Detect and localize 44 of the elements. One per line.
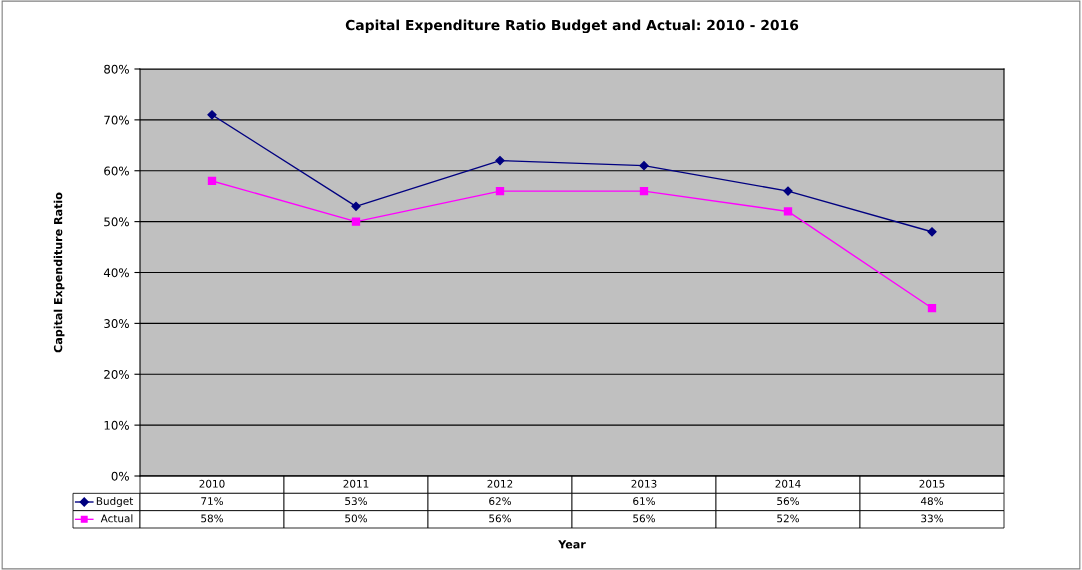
data-label: 48% (920, 497, 943, 506)
data-label: 56% (633, 514, 655, 523)
y-tick-label: 70% (104, 115, 129, 125)
y-tick-label: 60% (104, 166, 129, 176)
y-tick-label: 50% (104, 217, 129, 227)
y-tick-label: 20% (104, 369, 129, 379)
point (207, 176, 217, 186)
point (927, 303, 937, 313)
point (207, 110, 217, 120)
chart-title: Capital Expenditure Ratio Budget and Actual: 2010 - 2016 (345, 19, 799, 34)
point (495, 186, 505, 196)
y-axis-title: Capital Expenditure Ratio (53, 192, 65, 353)
x-axis-title: Year (558, 540, 586, 549)
point (351, 201, 361, 211)
x-tick-label: 2014 (775, 479, 801, 488)
x-tick-label: 2011 (343, 479, 369, 488)
x-tick-label: 2010 (199, 479, 225, 488)
y-tick-label: 10% (104, 420, 129, 430)
data-label: 33% (921, 514, 943, 523)
x-tick-label: 2012 (487, 479, 513, 488)
data-label: 56% (489, 514, 511, 523)
data-label: 50% (345, 514, 367, 523)
y-tick-label: 30% (104, 319, 129, 329)
data-label: 61% (633, 497, 655, 506)
point (927, 227, 937, 237)
point (783, 186, 793, 196)
point (783, 207, 793, 216)
data-label: 53% (345, 497, 367, 506)
y-tick-label: 40% (103, 268, 129, 278)
data-label: 56% (777, 497, 799, 506)
legend-label: Budget (96, 496, 134, 508)
data-label: 52% (777, 514, 799, 523)
point (495, 155, 505, 166)
x-tick-label: 2013 (631, 479, 657, 488)
x-tick-label: 2015 (919, 479, 945, 488)
data-label: 71% (201, 497, 223, 506)
data-label: 62% (489, 497, 511, 506)
data-label: 58% (201, 514, 223, 523)
y-tick-label: 0% (111, 471, 129, 481)
point (639, 186, 649, 196)
point (639, 161, 649, 171)
y-tick-label: 80% (104, 64, 129, 74)
legend-label: Actual (100, 514, 133, 523)
point (351, 217, 361, 226)
